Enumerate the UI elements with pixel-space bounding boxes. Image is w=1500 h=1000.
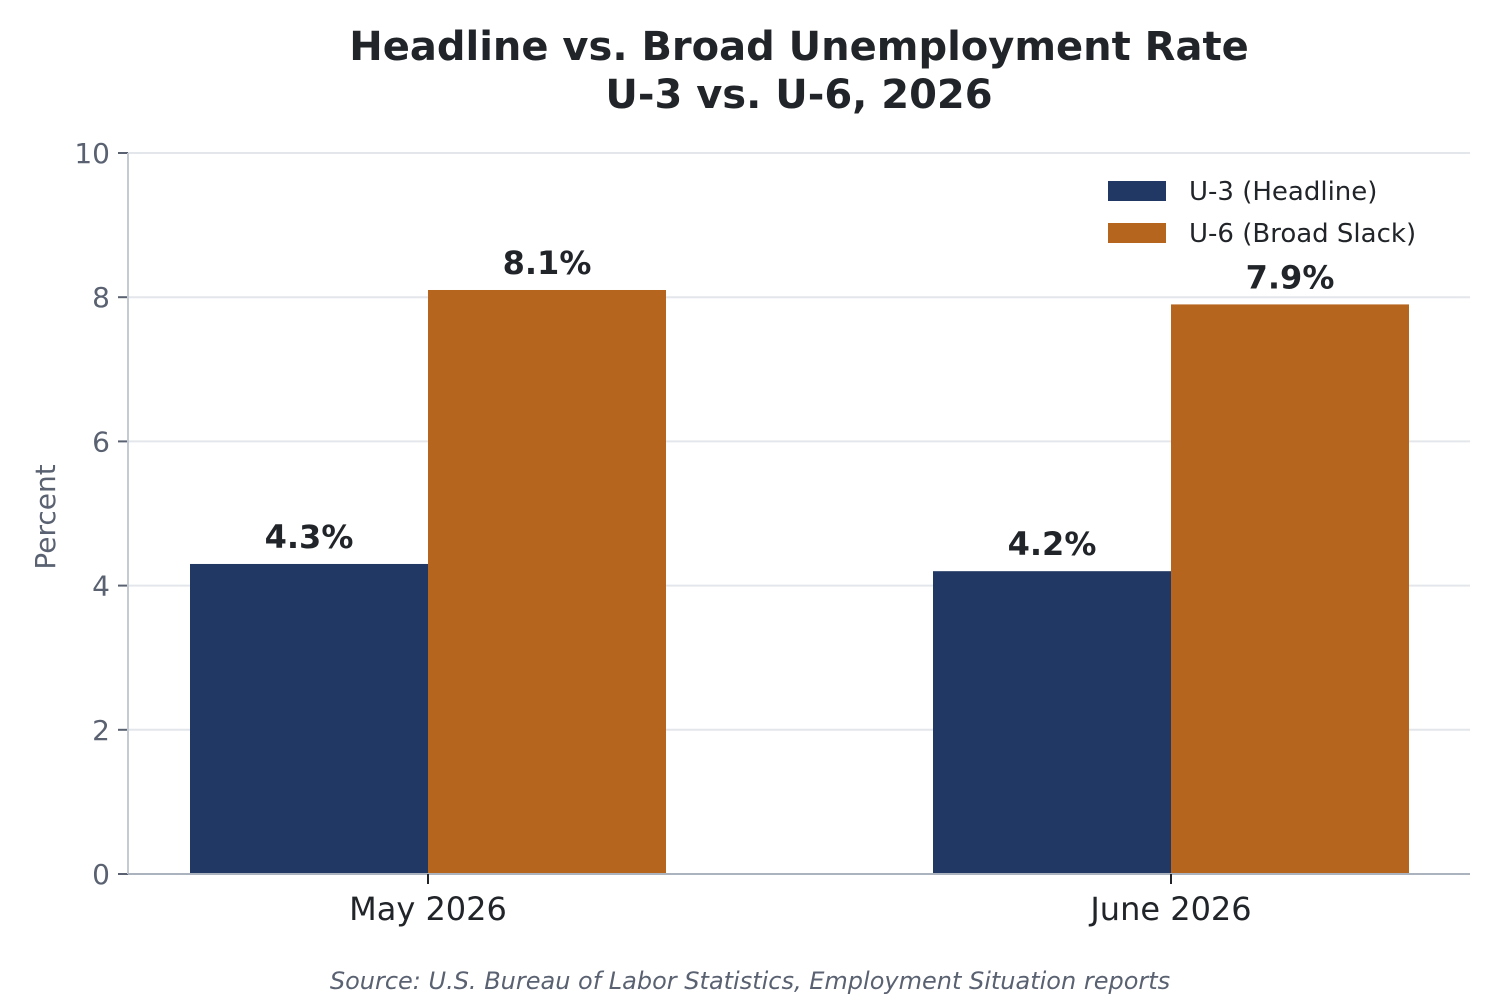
- y-tick-label: 8: [92, 281, 110, 314]
- chart-subtitle: U-3 vs. U-6, 2026: [605, 72, 992, 118]
- bar: [1171, 304, 1409, 874]
- y-tick-label: 4: [92, 570, 110, 603]
- legend-swatch: [1108, 223, 1166, 243]
- y-tick-label: 2: [92, 714, 110, 747]
- x-tick-label: May 2026: [349, 890, 507, 928]
- y-axis-title: Percent: [29, 464, 62, 569]
- bar: [190, 563, 428, 874]
- data-label: 8.1%: [503, 244, 592, 282]
- data-label: 4.3%: [265, 518, 354, 556]
- legend-label: U-3 (Headline): [1189, 177, 1377, 207]
- y-tick-label: 10: [74, 137, 110, 170]
- data-label: 4.2%: [1008, 525, 1097, 563]
- x-tick-label: June 2026: [1088, 890, 1251, 928]
- legend: U-3 (Headline) U-6 (Broad Slack): [1108, 177, 1416, 249]
- chart-title: Headline vs. Broad Unemployment Rate: [349, 24, 1248, 70]
- y-tick-label: 6: [92, 425, 110, 458]
- bars: [190, 289, 1409, 874]
- legend-swatch: [1108, 181, 1166, 201]
- legend-label: U-6 (Broad Slack): [1189, 219, 1416, 249]
- data-label: 7.9%: [1246, 258, 1335, 296]
- y-tick-label: 0: [92, 858, 110, 891]
- source-note: Source: U.S. Bureau of Labor Statistics,…: [330, 967, 1170, 995]
- bar: [933, 571, 1171, 874]
- value-labels: 4.3% 8.1% 4.2% 7.9%: [265, 244, 1335, 563]
- bar: [428, 289, 666, 874]
- axes: 0 2 4 6 8 10 May 2026 June 2026: [74, 137, 1470, 928]
